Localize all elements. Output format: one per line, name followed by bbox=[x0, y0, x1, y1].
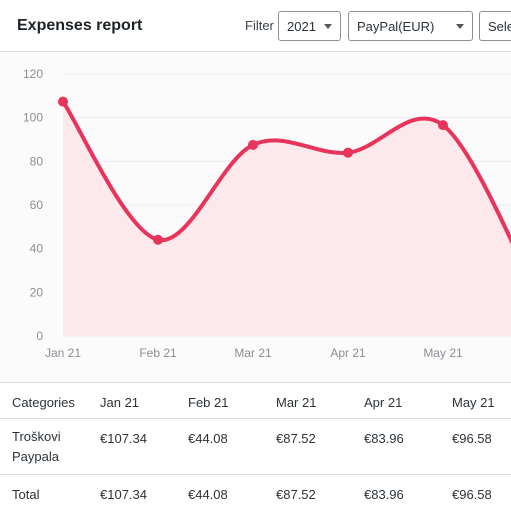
table-header-cell: May 21 bbox=[452, 395, 495, 410]
y-tick-label: 60 bbox=[30, 198, 44, 212]
table-total-row: Total €107.34 €44.08 €87.52 €83.96 €96.5… bbox=[0, 475, 511, 515]
category-name: Troškovi Paypala bbox=[12, 429, 61, 464]
data-point bbox=[438, 120, 448, 131]
data-point bbox=[58, 96, 68, 107]
y-tick-label: 100 bbox=[23, 111, 43, 125]
total-cell: €44.08 bbox=[188, 487, 228, 502]
data-point bbox=[248, 139, 258, 150]
expenses-chart: 0 20 40 60 80 100 120 Jan 21 Feb 21 Mar 21 Apr 21 M… bbox=[0, 52, 511, 382]
table-header-cell: Categories bbox=[12, 395, 75, 410]
x-tick-label: Jan 21 bbox=[45, 346, 81, 360]
expenses-chart-svg: 0 20 40 60 80 100 120 Jan 21 Feb 21 Mar 21 Apr 21 M… bbox=[23, 67, 511, 360]
table-header-row: Categories Jan 21 Feb 21 Mar 21 Apr 21 M… bbox=[0, 383, 511, 419]
expenses-table: Categories Jan 21 Feb 21 Mar 21 Apr 21 M… bbox=[0, 382, 511, 515]
account-select[interactable]: PayPal(EUR) bbox=[348, 11, 473, 41]
x-tick-label: Mar 21 bbox=[234, 346, 272, 360]
chevron-down-icon bbox=[324, 24, 332, 29]
extra-select-value: Sele bbox=[488, 19, 511, 34]
table-header-cell: Apr 21 bbox=[364, 395, 403, 410]
y-tick-label: 0 bbox=[36, 329, 43, 343]
total-cell: €83.96 bbox=[364, 487, 404, 502]
y-tick-label: 20 bbox=[30, 285, 44, 299]
table-header-cell: Feb 21 bbox=[188, 395, 229, 410]
table-cell: €83.96 bbox=[364, 431, 404, 446]
data-point bbox=[153, 234, 163, 245]
x-tick-label: May 21 bbox=[423, 346, 463, 360]
y-tick-label: 120 bbox=[23, 67, 43, 81]
account-select-value: PayPal(EUR) bbox=[357, 19, 435, 34]
x-tick-label: Feb 21 bbox=[139, 346, 177, 360]
year-select-value: 2021 bbox=[287, 19, 316, 34]
page-title: Expenses report bbox=[17, 17, 143, 34]
chevron-down-icon bbox=[456, 24, 464, 29]
report-header: Expenses report Filter 2021 PayPal(EUR) … bbox=[0, 0, 511, 52]
table-row: Troškovi Paypala €107.34 €44.08 €87.52 €… bbox=[0, 419, 511, 475]
y-tick-label: 40 bbox=[30, 242, 44, 256]
data-point bbox=[343, 147, 353, 158]
total-label: Total bbox=[12, 487, 40, 502]
table-cell: €96.58 bbox=[452, 431, 492, 446]
filter-label: Filter bbox=[245, 18, 274, 33]
total-cell: €107.34 bbox=[100, 487, 147, 502]
series-area-fill bbox=[63, 101, 511, 336]
table-header-cell: Jan 21 bbox=[100, 395, 140, 410]
y-tick-label: 80 bbox=[30, 154, 44, 168]
total-cell: €87.52 bbox=[276, 487, 316, 502]
table-cell: €107.34 bbox=[100, 431, 147, 446]
table-cell: €44.08 bbox=[188, 431, 228, 446]
extra-select[interactable]: Sele bbox=[479, 11, 511, 41]
year-select[interactable]: 2021 bbox=[278, 11, 341, 41]
x-tick-label: Apr 21 bbox=[330, 346, 366, 360]
table-cell: €87.52 bbox=[276, 431, 316, 446]
total-cell: €96.58 bbox=[452, 487, 492, 502]
series-line bbox=[61, 99, 511, 245]
table-header-cell: Mar 21 bbox=[276, 395, 317, 410]
